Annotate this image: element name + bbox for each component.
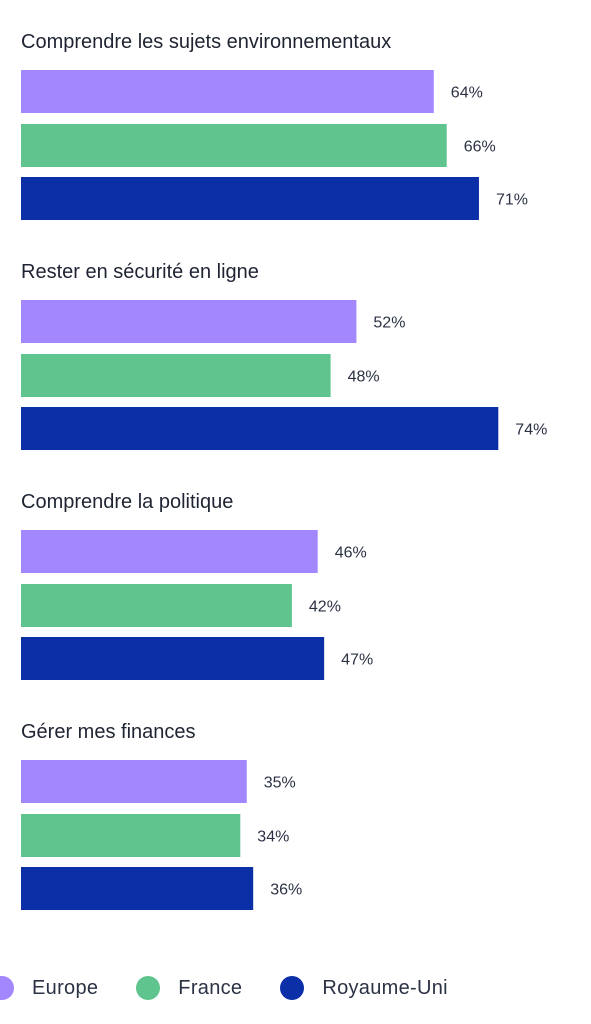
bar-value-label: 34%	[257, 829, 289, 846]
bar-france	[21, 584, 292, 627]
bar-europe	[21, 300, 357, 343]
legend-item-france: France	[136, 976, 242, 1000]
legend-item-royaume-uni: Royaume-Uni	[280, 976, 448, 1000]
legend: Europe France Royaume-Uni	[0, 970, 486, 1006]
bar-value-label: 47%	[341, 652, 373, 669]
group-title: Gérer mes finances	[21, 721, 196, 743]
bar-value-label: 48%	[348, 369, 380, 386]
bar-royaume-uni	[21, 867, 254, 910]
bar-france	[21, 124, 447, 167]
legend-label-royaume-uni: Royaume-Uni	[322, 976, 448, 999]
legend-item-europe: Europe	[0, 976, 98, 1000]
group-title: Comprendre les sujets environnementaux	[21, 31, 391, 53]
bar-value-label: 64%	[451, 85, 483, 102]
bar-royaume-uni	[21, 637, 325, 680]
legend-swatch-royaume-uni	[280, 976, 305, 1000]
bar-europe	[21, 760, 247, 803]
bar-value-label: 46%	[335, 545, 367, 562]
legend-swatch-france	[136, 976, 161, 1000]
bar-royaume-uni	[21, 177, 479, 220]
bar-france	[21, 354, 331, 397]
bar-europe	[21, 530, 318, 573]
group-title: Rester en sécurité en ligne	[21, 261, 259, 283]
bar-value-label: 66%	[464, 139, 496, 156]
bar-value-label: 74%	[515, 422, 547, 439]
group-title: Comprendre la politique	[21, 491, 233, 513]
bar-value-label: 52%	[373, 315, 405, 332]
bar-europe	[21, 70, 434, 113]
bar-chart: Comprendre les sujets environnementaux 64…	[21, 31, 547, 910]
bar-france	[21, 814, 241, 857]
legend-label-france: France	[178, 976, 243, 999]
bar-royaume-uni	[21, 407, 499, 450]
legend-label-europe: Europe	[32, 976, 99, 999]
legend-swatch-europe	[0, 976, 14, 1000]
bar-value-label: 36%	[270, 882, 302, 899]
bar-value-label: 71%	[496, 192, 528, 209]
bar-value-label: 42%	[309, 599, 341, 616]
bar-value-label: 35%	[264, 775, 296, 792]
